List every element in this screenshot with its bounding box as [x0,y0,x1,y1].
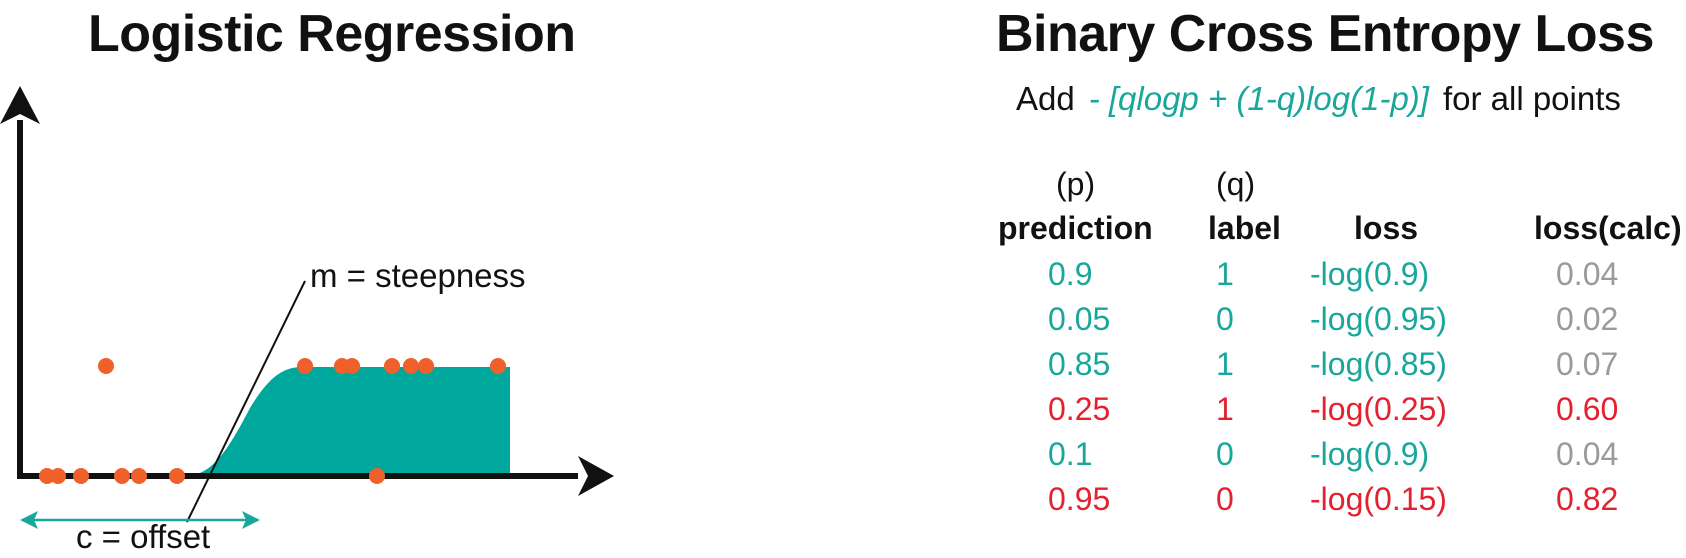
bce-formula: - [qlogp + (1-q)log(1-p)] [1088,80,1429,117]
data-point [114,468,130,484]
data-point [50,468,66,484]
label-cell: 1 [1216,391,1234,427]
label-cell: 0 [1216,301,1234,337]
loss-calc-cell: 0.82 [1556,481,1619,517]
prediction-cell: 0.95 [1048,481,1111,517]
x-axis-arrowhead [578,456,614,496]
loss-header: loss [1354,210,1419,246]
data-point [169,468,185,484]
data-point [131,468,147,484]
data-point [297,358,313,374]
loss-cell: -log(0.85) [1310,346,1447,382]
prediction-cell: 0.9 [1048,256,1093,292]
steepness-label: m = steepness [310,257,526,294]
loss-cell: -log(0.9) [1310,436,1430,472]
loss-calc-cell: 0.02 [1556,301,1619,337]
label-symbol: (q) [1216,166,1256,202]
prediction-cell: 0.85 [1048,346,1111,382]
data-point [39,468,55,484]
data-point [384,358,400,374]
logistic-regression-title: Logistic Regression [88,5,576,63]
offset-label: c = offset [76,518,210,555]
loss-calc-cell: 0.04 [1556,436,1619,472]
loss-calc-cell: 0.60 [1556,391,1619,427]
label-cell: 1 [1216,256,1234,292]
data-point [73,468,89,484]
formula-line: Add - [qlogp + (1-q)log(1-p)] for all poin… [1016,80,1621,118]
data-point [344,358,360,374]
prediction-header: prediction [998,210,1153,246]
loss-cell: -log(0.95) [1310,301,1447,337]
bce-loss-title: Binary Cross Entropy Loss [996,5,1654,63]
prediction-cell: 0.1 [1048,436,1093,472]
formula-suffix: for all points [1442,80,1621,117]
steepness-pointer [186,280,306,523]
y-axis-arrowhead [0,86,40,124]
data-point [98,358,114,374]
data-point [403,358,419,374]
label-cell: 1 [1216,346,1234,382]
loss-cell: -log(0.9) [1310,256,1430,292]
logistic-regression-diagram: m = steepness c = offset [0,86,614,555]
loss-calc-header: loss(calc) [1534,210,1682,246]
prediction-cell: 0.05 [1048,301,1111,337]
formula-prefix: Add [1016,80,1075,117]
label-cell: 0 [1216,436,1234,472]
prediction-cell: 0.25 [1048,391,1111,427]
loss-cell: -log(0.15) [1310,481,1447,517]
loss-calc-cell: 0.04 [1556,256,1619,292]
data-points [39,358,506,484]
offset-arrowhead-right [242,511,260,529]
loss-calc-cell: 0.07 [1556,346,1619,382]
label-cell: 0 [1216,481,1234,517]
data-point [418,358,434,374]
sigmoid-fill [185,367,510,476]
prediction-symbol: (p) [1056,166,1096,202]
data-point [369,468,385,484]
label-header: label [1208,210,1281,246]
offset-arrowhead-left [20,511,38,529]
data-point [490,358,506,374]
loss-cell: -log(0.25) [1310,391,1447,427]
